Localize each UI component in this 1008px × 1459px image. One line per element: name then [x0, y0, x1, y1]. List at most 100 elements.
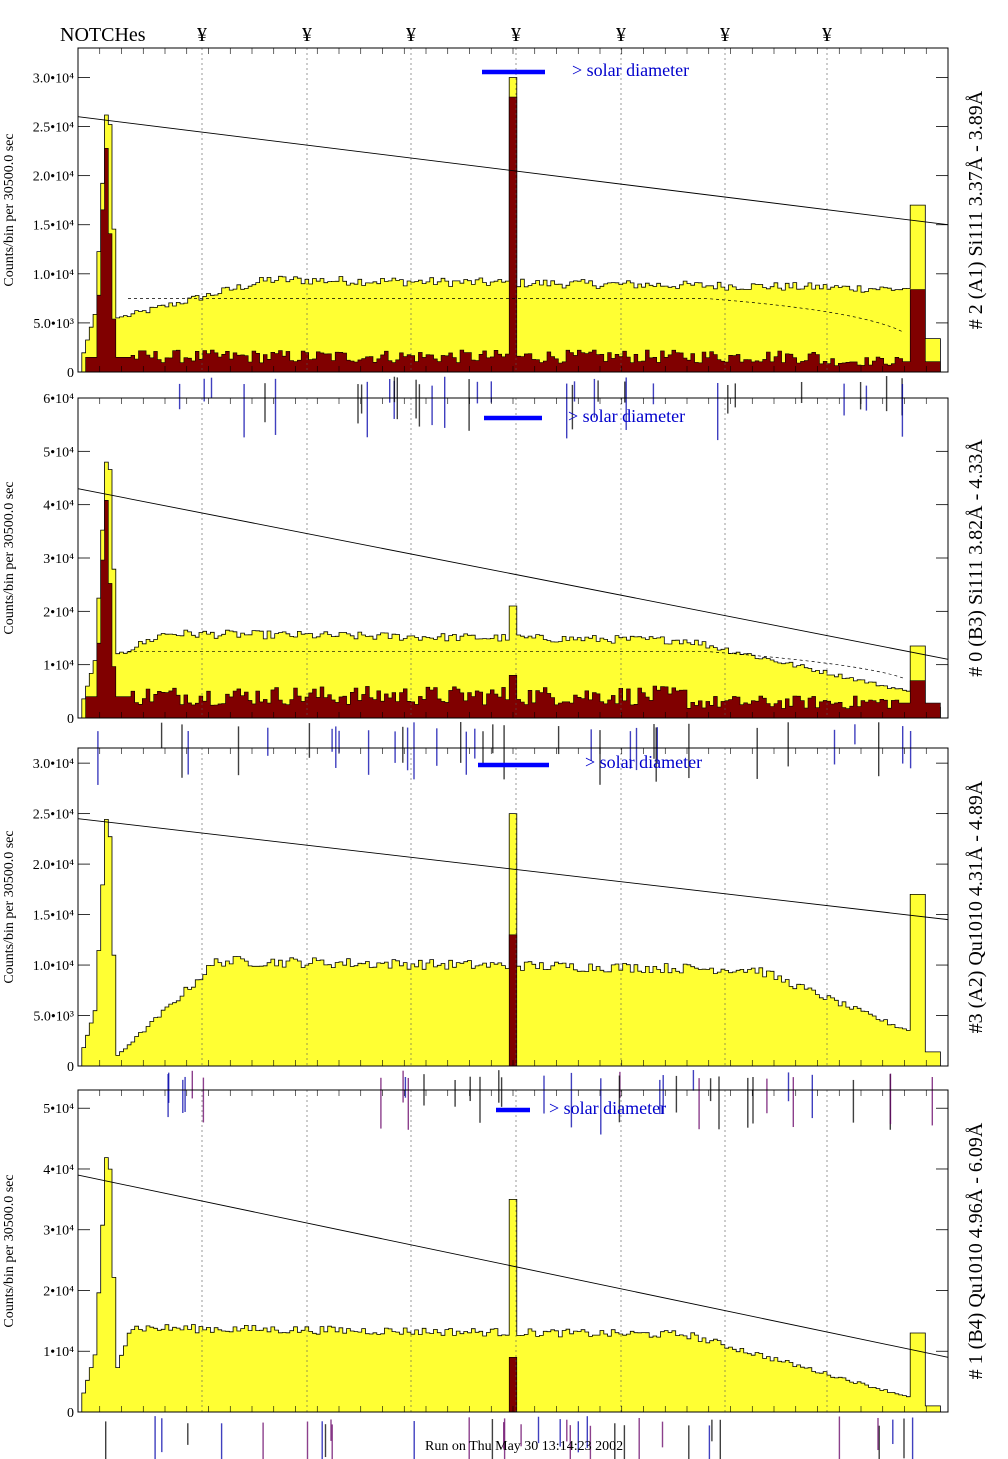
- line-label-mark: [520, 1424, 522, 1447]
- line-label-mark: [752, 1077, 754, 1124]
- line-label-mark: [306, 1421, 309, 1459]
- y-tick-label: 0: [67, 1060, 74, 1075]
- line-label-mark: [792, 1077, 794, 1128]
- notch-marker-4: ¥: [511, 24, 521, 46]
- line-label-mark: [655, 727, 657, 782]
- y-tick-label: 1.0•10⁴: [33, 268, 74, 283]
- line-label-mark: [491, 1419, 494, 1459]
- solar-diameter-label: > solar diameter: [572, 60, 689, 80]
- y-tick-label: 3.0•10⁴: [33, 757, 74, 772]
- line-label-mark: [469, 1076, 471, 1102]
- spectrum-panels: 0 5.0•10³ 1.0•10⁴ 1.5•10⁴ 2.0•10⁴ 2.5•10⁴ 3.0•…: [2, 47, 987, 1459]
- line-label-mark: [454, 1079, 456, 1107]
- line-label-mark: [406, 727, 409, 771]
- line-label-mark: [308, 723, 311, 758]
- line-label-mark: [418, 384, 421, 427]
- line-label-mark: [600, 1078, 602, 1135]
- line-label-mark: [264, 383, 266, 423]
- line-label-mark: [394, 731, 396, 763]
- line-label-mark: [465, 731, 467, 775]
- line-label-mark: [852, 1079, 855, 1123]
- y-tick-label: 5•10⁴: [43, 1102, 74, 1117]
- histogram-outline: [78, 813, 948, 1067]
- y-tick-label: 1.5•10⁴: [33, 909, 74, 924]
- line-label-mark: [885, 376, 888, 412]
- line-label-mark: [889, 1073, 892, 1125]
- histogram-fill: [78, 1157, 948, 1412]
- line-label-mark: [431, 385, 433, 426]
- y-tick-label: 5•10⁴: [43, 445, 74, 460]
- line-label-mark: [566, 383, 568, 439]
- line-label-mark: [557, 726, 560, 755]
- panel-side-label: #3 (A2) Qu1010 4.31Å - 4.89Å: [965, 780, 987, 1033]
- trend-line: [77, 116, 949, 226]
- y-axis-label: Counts/bin per 30500.0 sec: [2, 1174, 17, 1327]
- line-label-mark: [160, 722, 163, 749]
- panel-4: 0 1•10⁴ 2•10⁴ 3•10⁴ 4•10⁴ 5•10⁴ Counts/bin per…: [2, 1089, 987, 1459]
- line-label-mark: [877, 1417, 879, 1451]
- line-label-mark: [719, 1419, 721, 1459]
- line-label-mark: [413, 722, 415, 780]
- line-label-mark: [367, 730, 370, 775]
- dark-histogram: [78, 500, 948, 719]
- line-label-mark: [718, 1076, 720, 1130]
- line-label-mark: [659, 1079, 661, 1115]
- line-label-mark: [661, 1421, 664, 1448]
- notch-marker-7: ¥: [822, 24, 832, 46]
- model-dashed-line: [128, 650, 904, 679]
- line-label-mark: [577, 1421, 579, 1453]
- line-label-mark: [878, 1425, 880, 1459]
- y-tick-label: 2•10⁴: [43, 1284, 74, 1299]
- y-tick-label: 1.5•10⁴: [33, 219, 74, 234]
- line-label-mark: [168, 1072, 170, 1103]
- line-label-mark: [335, 726, 337, 768]
- notch-markers: ¥ ¥ ¥ ¥ ¥ ¥ ¥: [197, 24, 832, 46]
- line-label-mark: [105, 1421, 107, 1459]
- trend-line: [77, 488, 949, 660]
- line-label-mark: [901, 383, 904, 437]
- line-label-mark: [331, 1424, 333, 1459]
- line-label-mark: [474, 728, 476, 759]
- notch-marker-6: ¥: [720, 24, 730, 46]
- line-label-mark: [490, 381, 492, 403]
- line-label-mark: [570, 1072, 573, 1128]
- notch-marker-5: ¥: [616, 24, 626, 46]
- y-tick-label: 0: [67, 366, 74, 381]
- run-timestamp: Run on Thu May 30 13:14:23 2002: [425, 1439, 623, 1454]
- y-tick-label: 4•10⁴: [43, 1163, 74, 1178]
- line-label-mark: [878, 722, 880, 777]
- model-dashed-line: [128, 298, 904, 333]
- line-label-mark: [492, 724, 494, 754]
- line-label-mark: [652, 383, 655, 405]
- line-label-mark: [274, 378, 277, 435]
- line-label-mark: [571, 384, 574, 430]
- line-label-mark: [220, 1423, 223, 1459]
- y-tick-label: 3•10⁴: [43, 1224, 74, 1239]
- line-label-mark: [859, 382, 862, 410]
- y-tick-label: 2.0•10⁴: [33, 170, 74, 185]
- line-label-mark: [800, 381, 803, 404]
- line-label-mark: [380, 1077, 382, 1129]
- dark-histogram: [78, 96, 948, 373]
- line-label-mark: [811, 1074, 813, 1119]
- line-label-mark: [187, 1423, 189, 1445]
- line-label-mark: [589, 1425, 592, 1459]
- line-label-mark: [656, 727, 658, 764]
- line-label-mark: [698, 1078, 700, 1130]
- notches-label: NOTCHes: [60, 24, 146, 46]
- panel-3: 0 5.0•10³ 1.0•10⁴ 1.5•10⁴ 2.0•10⁴ 2.5•10⁴ 3.0•…: [2, 747, 987, 1135]
- panel-2: 0 1•10⁴ 2•10⁴ 3•10⁴ 4•10⁴ 5•10⁴ 6•10⁴ Counts/bi…: [2, 392, 987, 785]
- line-label-mark: [623, 1425, 626, 1459]
- y-tick-label: 3.0•10⁴: [33, 71, 74, 86]
- y-tick-label: 0: [67, 712, 74, 727]
- histogram-outline: [78, 461, 948, 719]
- line-label-mark: [618, 1075, 621, 1123]
- line-label-mark: [787, 1072, 790, 1102]
- line-label-mark: [688, 723, 690, 779]
- line-label-mark: [210, 377, 213, 398]
- line-label-mark: [402, 1070, 404, 1103]
- line-label-mark: [97, 731, 99, 785]
- line-label-mark: [182, 1079, 184, 1113]
